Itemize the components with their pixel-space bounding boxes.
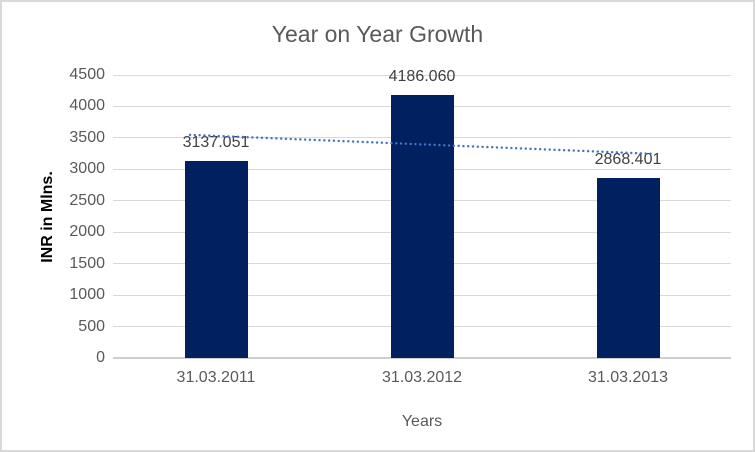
y-tick-label: 2000 <box>69 223 105 241</box>
bar-data-label: 4186.060 <box>388 67 456 85</box>
y-tick-label: 2500 <box>69 191 105 209</box>
x-tick-label: 31.03.2012 <box>381 369 463 386</box>
x-axis-line <box>113 357 731 359</box>
bar <box>184 160 248 358</box>
y-tick-label: 1000 <box>69 286 105 304</box>
y-tick-label: 3500 <box>69 128 105 146</box>
y-tick-label: 3000 <box>69 160 105 178</box>
y-tick-label: 4000 <box>69 97 105 115</box>
x-axis-title: Years <box>401 413 443 430</box>
chart-title: Year on Year Growth <box>271 21 484 47</box>
y-tick-label: 1500 <box>69 254 105 272</box>
y-tick-label: 500 <box>78 317 105 335</box>
bar-data-label: 2868.401 <box>594 150 662 168</box>
x-tick-label: 31.03.2011 <box>176 369 256 386</box>
x-tick-label: 31.03.2013 <box>587 369 669 386</box>
bar <box>390 94 454 358</box>
bar-data-label: 3137.051 <box>182 133 250 151</box>
y-tick-label: 0 <box>96 349 105 366</box>
bar <box>596 177 660 358</box>
y-gridline <box>113 74 731 76</box>
y-tick-label: 4500 <box>69 66 105 83</box>
